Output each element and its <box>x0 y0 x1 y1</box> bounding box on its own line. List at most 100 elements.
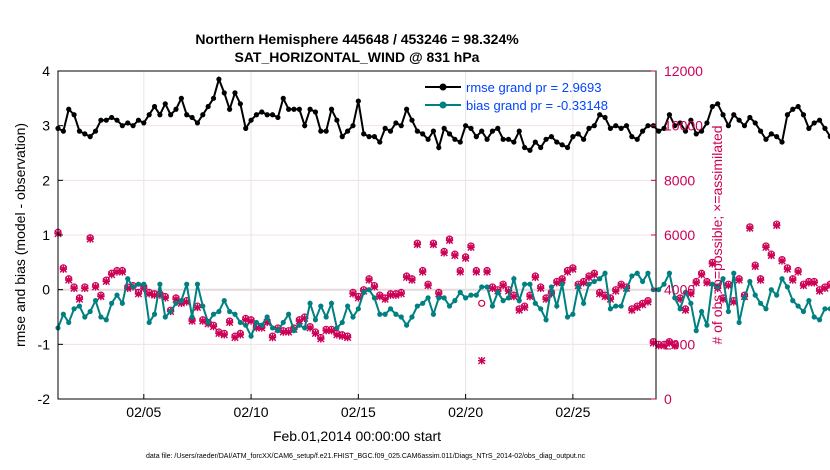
obs-assimilated-point <box>531 273 540 282</box>
bias-point <box>146 319 152 326</box>
bias-point <box>441 295 447 301</box>
bias-point <box>495 289 501 295</box>
obs-assimilated-point <box>467 243 475 251</box>
legend-rmse-label: rmse grand pr = 2.9693 <box>466 80 602 95</box>
rmse-point <box>76 128 83 134</box>
bias-point <box>489 303 496 309</box>
bias-point <box>795 303 801 309</box>
bias-point <box>135 281 142 287</box>
bias-point <box>280 319 286 326</box>
obs-assimilated-point <box>504 287 513 295</box>
obs-assimilated-point <box>515 306 523 314</box>
obs-assimilated-point <box>569 265 577 273</box>
rmse-point <box>398 123 404 129</box>
obs-assimilated-point <box>429 240 438 249</box>
bias-point <box>125 276 131 282</box>
obs-assimilated-point <box>424 281 432 290</box>
bias-point <box>243 322 249 328</box>
obs-assimilated-point <box>419 268 427 276</box>
rmse-point <box>543 136 549 142</box>
rmse-point <box>500 136 506 142</box>
bias-point <box>548 284 555 290</box>
rmse-point <box>548 134 555 140</box>
obs-assimilated-point <box>306 324 314 332</box>
x-tick-label: 02/25 <box>555 404 590 420</box>
rmse-point <box>334 117 340 123</box>
bias-point <box>522 281 528 287</box>
legend-rmse-marker <box>439 83 447 91</box>
bias-point <box>709 281 715 287</box>
bias-point <box>741 295 748 301</box>
rmse-point <box>463 123 469 129</box>
bias-point <box>757 300 764 306</box>
bias-point <box>227 308 233 315</box>
y-right-tick-label: 6000 <box>664 227 695 243</box>
bias-point <box>184 281 190 287</box>
bias-point <box>564 314 571 320</box>
rmse-point <box>505 136 512 142</box>
obs-assimilated-point <box>376 292 384 301</box>
obs-assimilated-point <box>472 268 481 276</box>
obs-assimilated-point <box>654 342 663 350</box>
rmse-point <box>425 136 431 142</box>
rmse-point <box>559 142 565 148</box>
rmse-point <box>661 125 667 131</box>
bias-point <box>629 273 635 279</box>
bias-point <box>516 298 522 304</box>
rmse-point <box>597 112 603 118</box>
bias-point <box>779 276 785 282</box>
bias-point <box>698 308 705 315</box>
bias-point <box>570 311 576 317</box>
bias-point <box>87 308 93 315</box>
x-axis-label: Feb.01,2014 00:00:00 start <box>273 428 441 444</box>
rmse-point <box>591 123 597 129</box>
bias-point <box>752 292 758 298</box>
rmse-point <box>371 134 378 140</box>
rmse-point <box>618 125 624 131</box>
rmse-point <box>613 123 619 129</box>
obs-assimilated-point <box>778 257 786 265</box>
bias-point <box>618 303 624 309</box>
bias-point <box>66 319 72 326</box>
rmse-point <box>575 131 581 137</box>
bias-point <box>634 270 640 276</box>
bias-point <box>479 284 485 290</box>
rmse-point <box>377 139 383 145</box>
obs-assimilated-point <box>349 290 357 298</box>
bias-point <box>816 317 823 323</box>
rmse-point <box>795 103 801 110</box>
obs-assimilated-point <box>633 303 641 312</box>
rmse-point <box>688 117 694 123</box>
y-left-tick-label: 3 <box>42 118 50 134</box>
obs-assimilated-point <box>826 281 830 290</box>
bias-point <box>747 278 753 285</box>
bias-point <box>811 314 817 320</box>
obs-assimilated-point <box>547 290 556 298</box>
obs-assimilated-point <box>789 276 797 284</box>
rmse-point <box>232 90 238 96</box>
bias-point <box>302 325 308 331</box>
rmse-point <box>725 123 732 129</box>
rmse-point <box>269 112 276 118</box>
bias-point <box>151 311 158 317</box>
rmse-point <box>607 125 614 131</box>
bias-point <box>291 328 297 334</box>
rmse-point <box>248 117 254 123</box>
rmse-point <box>259 109 265 115</box>
obs-assimilated-point <box>628 306 636 314</box>
bias-point <box>784 284 790 290</box>
rmse-point <box>286 106 292 112</box>
x-tick-label: 02/15 <box>341 404 376 420</box>
rmse-point <box>243 125 249 131</box>
bias-point <box>543 317 549 323</box>
bias-point <box>216 308 222 315</box>
obs-assimilated-point <box>606 295 615 303</box>
bias-point <box>693 328 699 334</box>
rmse-point <box>312 109 319 115</box>
right-axis: 0 2000 4000 6000 8000 10000 12000 <box>651 63 703 407</box>
rmse-point <box>452 136 458 142</box>
data-file-footer: data file: /Users/raeder/DAI/ATM_forcXX/… <box>146 453 586 460</box>
rmse-point <box>404 106 410 112</box>
obs-assimilated-point <box>483 268 491 276</box>
bias-point <box>168 308 174 315</box>
